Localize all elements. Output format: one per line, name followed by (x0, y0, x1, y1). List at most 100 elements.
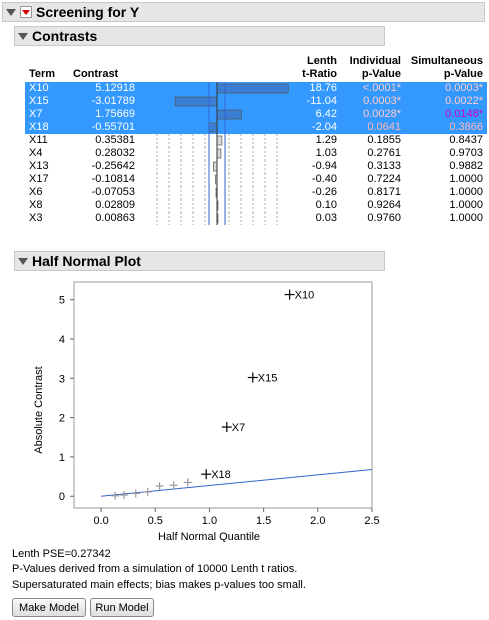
table-row[interactable]: X15 -3.01789 -11.04 0.0003* 0.0022* (25, 95, 487, 108)
table-row[interactable]: X17 -0.10814 -0.40 0.7224 1.0000 (25, 173, 487, 186)
t-ratio-bar (216, 109, 242, 120)
screening-header[interactable]: Screening for Y (2, 2, 485, 22)
x-tick-label: 1.5 (256, 515, 271, 527)
lenth-cell: 18.76 (295, 82, 341, 95)
table-header-row: Term Contrast Lenth t-Ratio Individual p-V… (25, 48, 487, 82)
lenth-cell: 6.42 (295, 108, 341, 121)
col-contrast[interactable]: Contrast (73, 68, 119, 80)
half-normal-header[interactable]: Half Normal Plot (14, 251, 385, 271)
simultaneous-pvalue-cell: 1.0000 (449, 199, 483, 211)
table-row[interactable]: X3 0.00863 0.03 0.9760 1.0000 (25, 212, 487, 225)
contrast-cell: -0.10814 (91, 173, 135, 185)
t-ratio-bar-cell (139, 160, 295, 173)
x-tick-label: 0.0 (93, 515, 108, 527)
disclosure-triangle-icon[interactable] (6, 8, 16, 16)
contrast-cell: 1.75669 (69, 108, 139, 121)
table-row[interactable]: X10 5.12918 18.76 <.0001* 0.0003* (25, 82, 487, 95)
data-point (143, 487, 152, 496)
t-ratio-bar-cell (139, 173, 295, 186)
lenth-cell: 0.10 (315, 199, 337, 211)
t-ratio-bar (216, 135, 223, 146)
lenth-cell: -11.04 (295, 95, 341, 108)
col-bar (139, 48, 295, 82)
term-cell: X11 (29, 134, 48, 146)
individual-pvalue-cell: 0.9264 (367, 199, 401, 211)
individual-pvalue-cell: 0.8171 (367, 186, 401, 198)
individual-pvalue-cell: 0.2761 (367, 147, 401, 159)
table-row[interactable]: X13 -0.25642 -0.94 0.3133 0.9882 (25, 160, 487, 173)
y-tick-label: 5 (59, 295, 65, 307)
data-point-labeled (201, 469, 212, 480)
x-tick-label: 0.5 (148, 515, 163, 527)
table-row[interactable]: X8 0.02809 0.10 0.9264 1.0000 (25, 199, 487, 212)
lenth-cell: -0.26 (311, 186, 337, 198)
term-cell: X18 (25, 121, 69, 134)
individual-pvalue-cell: 0.0028* (341, 108, 405, 121)
table-row[interactable]: X4 0.28032 1.03 0.2761 0.9703 (25, 147, 487, 160)
red-triangle-menu-icon[interactable] (20, 6, 32, 18)
table-row[interactable]: X18 -0.55701 -2.04 0.0641 0.3866 (25, 121, 487, 134)
y-tick-label: 0 (59, 491, 65, 503)
lenth-cell: 0.03 (315, 212, 337, 224)
simultaneous-pvalue-cell: 0.3866 (405, 121, 487, 134)
col-simultaneous[interactable]: Simultaneous p-Value (410, 55, 483, 80)
table-row[interactable]: X7 1.75669 6.42 0.0028* 0.0148* (25, 108, 487, 121)
y-tick-label: 3 (59, 373, 65, 385)
t-ratio-bar-cell (139, 212, 295, 225)
individual-pvalue-cell: 0.0003* (341, 95, 405, 108)
simultaneous-pvalue-cell: 0.0003* (405, 82, 487, 95)
term-cell: X4 (29, 147, 43, 159)
t-ratio-bar-cell (139, 199, 295, 212)
point-label: X18 (211, 469, 231, 481)
y-tick-label: 2 (59, 413, 65, 425)
individual-pvalue-cell: 0.3133 (367, 160, 401, 172)
data-point (131, 489, 140, 498)
term-cell: X10 (25, 82, 69, 95)
point-label: X10 (295, 290, 315, 302)
simultaneous-pvalue-cell: 1.0000 (449, 212, 483, 224)
contrasts-title: Contrasts (32, 28, 98, 44)
lenth-pse: Lenth PSE=0.27342 (12, 548, 111, 560)
individual-pvalue-cell: 0.9760 (367, 212, 401, 224)
data-point-labeled (284, 289, 295, 300)
footer-note2: Supersaturated main effects; bias makes … (12, 579, 306, 591)
simultaneous-pvalue-cell: 0.0148* (405, 108, 487, 121)
t-ratio-bar (208, 122, 218, 133)
simultaneous-pvalue-cell: 0.9703 (449, 147, 483, 159)
term-cell: X15 (25, 95, 69, 108)
footer-note1: P-Values derived from a simulation of 10… (12, 563, 298, 575)
lenth-cell: -0.40 (311, 173, 337, 185)
term-cell: X13 (29, 160, 49, 172)
disclosure-triangle-icon[interactable] (18, 32, 28, 40)
data-point-labeled (221, 422, 232, 433)
x-axis-label: Half Normal Quantile (158, 531, 260, 542)
simultaneous-pvalue-cell: 0.0022* (405, 95, 487, 108)
col-term[interactable]: Term (29, 68, 56, 80)
t-ratio-bar-cell (139, 121, 295, 134)
y-axis-label: Absolute Contrast (33, 366, 45, 453)
t-ratio-bar (174, 96, 218, 107)
individual-pvalue-cell: 0.7224 (367, 173, 401, 185)
contrast-cell: -0.55701 (69, 121, 139, 134)
contrasts-table: Term Contrast Lenth t-Ratio Individual p-V… (25, 48, 487, 225)
table-row[interactable]: X6 -0.07053 -0.26 0.8171 1.0000 (25, 186, 487, 199)
make-model-button[interactable]: Make Model (12, 598, 86, 617)
t-ratio-bar (216, 83, 289, 94)
individual-pvalue-cell: 0.1855 (367, 134, 401, 146)
contrasts-header[interactable]: Contrasts (14, 26, 385, 46)
contrast-cell: -0.25642 (91, 160, 135, 172)
t-ratio-bar (216, 148, 222, 159)
contrast-cell: 0.35381 (95, 134, 135, 146)
col-lenth[interactable]: Lenth t-Ratio (302, 55, 337, 80)
simultaneous-pvalue-cell: 1.0000 (449, 186, 483, 198)
t-ratio-bar-cell (139, 134, 295, 147)
t-ratio-bar-cell (139, 82, 295, 95)
col-individual[interactable]: Individual p-Value (349, 55, 401, 80)
simultaneous-pvalue-cell: 1.0000 (449, 173, 483, 185)
contrast-cell: 0.02809 (95, 199, 135, 211)
table-row[interactable]: X11 0.35381 1.29 0.1855 0.8437 (25, 134, 487, 147)
disclosure-triangle-icon[interactable] (18, 257, 28, 265)
term-cell: X7 (25, 108, 69, 121)
t-ratio-bar (213, 161, 218, 172)
run-model-button[interactable]: Run Model (90, 598, 154, 617)
